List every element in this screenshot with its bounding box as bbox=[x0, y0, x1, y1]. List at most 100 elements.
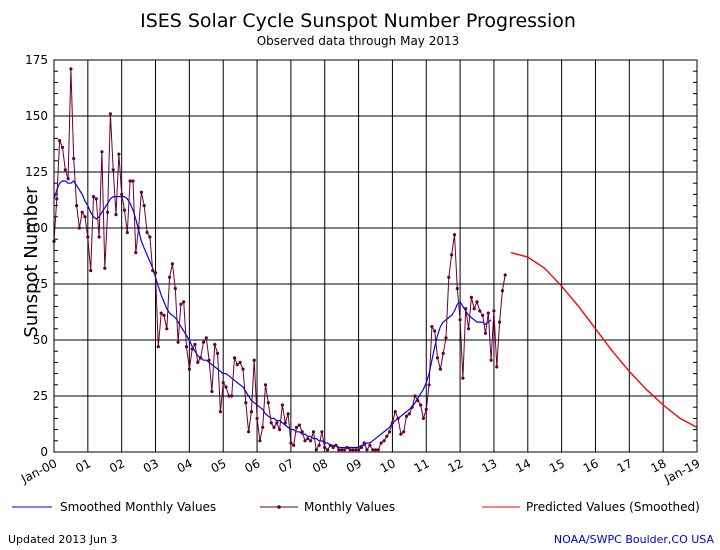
y-tick-labels: 0 25 50 75 100 125 150 175 bbox=[25, 53, 48, 459]
monthly-point bbox=[410, 405, 414, 409]
monthly-point bbox=[430, 325, 434, 329]
monthly-point bbox=[286, 412, 290, 416]
monthly-point bbox=[486, 311, 490, 315]
x-tick-label: 17 bbox=[615, 456, 635, 475]
updated-date: Updated 2013 Jun 3 bbox=[8, 533, 118, 546]
monthly-point bbox=[404, 414, 409, 418]
x-tick-label: 02 bbox=[107, 456, 127, 475]
y-tick-label: 50 bbox=[33, 333, 48, 347]
x-tick-label: 08 bbox=[310, 456, 330, 475]
monthly-point bbox=[483, 331, 488, 335]
monthly-point bbox=[376, 448, 380, 452]
monthly-point bbox=[77, 226, 81, 230]
monthly-point bbox=[106, 210, 110, 214]
y-tick-label: 125 bbox=[25, 165, 48, 179]
x-tick-label: 16 bbox=[581, 456, 601, 475]
x-tick-labels: Jan-00 01 02 03 04 05 06 07 08 09 10 11 12 13 14 15 16 17… bbox=[18, 456, 702, 486]
monthly-point bbox=[221, 381, 225, 385]
monthly-point bbox=[162, 313, 166, 317]
monthly-point bbox=[139, 190, 143, 194]
monthly-point bbox=[455, 286, 459, 291]
monthly-point bbox=[117, 152, 121, 156]
monthly-point bbox=[472, 307, 476, 311]
monthly-point bbox=[413, 394, 417, 398]
x-tick-label: Jan-00 bbox=[18, 456, 59, 486]
monthly-point bbox=[306, 437, 310, 441]
x-tick-label: 15 bbox=[547, 456, 567, 475]
monthly-point bbox=[196, 360, 200, 364]
monthly-point bbox=[283, 421, 287, 425]
monthly-point bbox=[199, 356, 203, 360]
monthly-point bbox=[424, 407, 428, 411]
monthly-point bbox=[108, 112, 112, 116]
monthly-point bbox=[489, 358, 493, 362]
monthly-point bbox=[173, 286, 177, 291]
monthly-point bbox=[328, 443, 332, 447]
monthly-point bbox=[294, 425, 299, 429]
monthly-point bbox=[402, 430, 406, 434]
monthly-point bbox=[354, 448, 358, 452]
monthly-point bbox=[357, 448, 361, 452]
monthly-point bbox=[89, 269, 93, 273]
monthly-point bbox=[407, 412, 411, 416]
x-tick-label: 01 bbox=[73, 456, 93, 475]
monthly-point bbox=[190, 347, 194, 351]
predicted-line bbox=[510, 251, 698, 429]
monthly-point bbox=[151, 269, 155, 273]
monthly-point bbox=[438, 367, 442, 371]
monthly-point bbox=[500, 289, 504, 293]
monthly-point bbox=[63, 168, 67, 172]
monthly-point bbox=[382, 439, 386, 443]
monthly-point bbox=[393, 410, 397, 414]
monthly-point bbox=[258, 439, 262, 443]
monthly-point bbox=[168, 275, 172, 279]
y-tick-label: 150 bbox=[25, 109, 48, 123]
monthly-point bbox=[371, 448, 375, 452]
chart-subtitle: Observed data through May 2013 bbox=[257, 34, 460, 48]
monthly-point bbox=[399, 432, 403, 436]
monthly-point bbox=[458, 318, 462, 322]
monthly-point bbox=[280, 403, 284, 407]
monthly-point bbox=[55, 197, 59, 201]
monthly-point bbox=[145, 230, 149, 235]
monthly-point bbox=[272, 425, 276, 429]
monthly-point bbox=[100, 150, 104, 154]
monthly-point bbox=[227, 394, 231, 398]
monthly-point bbox=[134, 251, 138, 255]
monthly-point bbox=[416, 398, 420, 403]
monthly-point bbox=[427, 383, 431, 387]
monthly-point bbox=[297, 423, 301, 427]
x-tick-label: 04 bbox=[175, 456, 195, 475]
monthly-point bbox=[69, 67, 73, 71]
monthly-point bbox=[320, 430, 324, 434]
monthly-point bbox=[323, 445, 327, 450]
monthly-point bbox=[362, 441, 366, 445]
x-tick-label: 05 bbox=[209, 456, 229, 475]
legend-monthly-label: Monthly Values bbox=[304, 500, 395, 514]
x-tick-label: 10 bbox=[378, 456, 398, 475]
y-tick-label: 25 bbox=[33, 389, 48, 403]
monthly-point bbox=[478, 309, 482, 313]
monthly-point bbox=[314, 448, 318, 452]
monthly-point bbox=[348, 448, 352, 452]
monthly-point bbox=[492, 309, 496, 313]
legend: Smoothed Monthly Values Monthly Values P… bbox=[12, 500, 700, 514]
monthly-point bbox=[165, 327, 169, 331]
monthly-point bbox=[263, 383, 268, 387]
monthly-point bbox=[433, 329, 437, 333]
monthly-point bbox=[421, 416, 425, 420]
monthly-point bbox=[230, 394, 234, 398]
monthly-point bbox=[379, 441, 383, 445]
monthly-point bbox=[390, 421, 394, 425]
monthly-point bbox=[495, 365, 499, 369]
smoothed-line bbox=[53, 180, 492, 449]
y-tick-label: 175 bbox=[25, 53, 48, 67]
chart-title: ISES Solar Cycle Sunspot Number Progress… bbox=[140, 10, 576, 32]
monthly-point bbox=[224, 385, 228, 389]
monthly-point bbox=[365, 448, 369, 452]
monthly-point bbox=[441, 351, 445, 355]
monthly-point bbox=[241, 367, 245, 371]
monthly-point bbox=[452, 233, 457, 237]
monthly-point bbox=[122, 208, 127, 212]
monthly-point bbox=[261, 425, 265, 429]
